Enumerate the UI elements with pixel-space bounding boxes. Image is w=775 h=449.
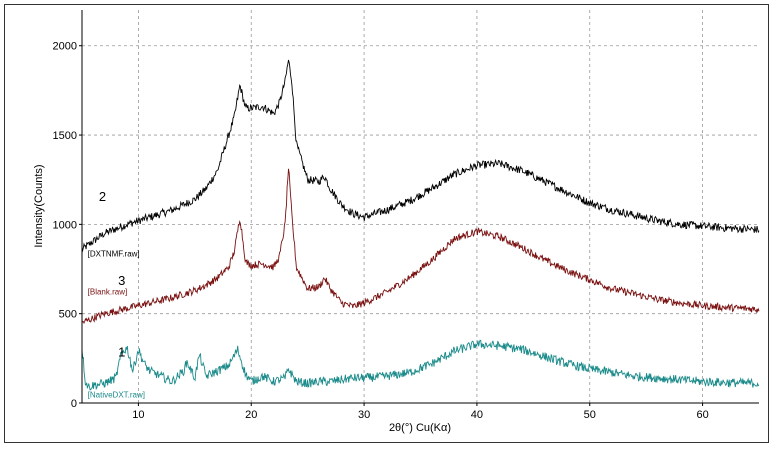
x-axis-label: 2θ(°) Cu(Kα) <box>389 422 451 434</box>
series-line-0 <box>81 59 760 253</box>
grid <box>82 10 759 403</box>
y-tick-label-2: 1000 <box>53 219 77 231</box>
y-tick-label-4: 2000 <box>53 41 77 53</box>
series-number-label-0: 2 <box>99 189 106 204</box>
series-group: [DXTNMF.raw] 2 [Blank.raw]3 [NativeDXT.raw]… <box>81 59 760 400</box>
x-tick-label-0: 10 <box>132 409 144 421</box>
x-tick-label-4: 50 <box>584 409 596 421</box>
y-tick-label-1: 500 <box>59 309 77 321</box>
x-tick-label-1: 20 <box>245 409 257 421</box>
series-name-label-0: [DXTNMF.raw] <box>88 250 140 259</box>
series-name-label-1: [Blank.raw] <box>88 287 128 296</box>
plot-area <box>82 10 759 403</box>
series-name-label-2: [NativeDXT.raw] <box>88 391 145 400</box>
x-tick-label-2: 30 <box>358 409 370 421</box>
y-axis-label: Intensity(Counts) <box>33 164 45 247</box>
y-tick-label-3: 1500 <box>53 130 77 142</box>
x-tick-label-5: 60 <box>696 409 708 421</box>
series-line-1 <box>81 168 760 325</box>
series-line-2 <box>81 339 760 391</box>
series-number-label-1: 3 <box>118 273 125 288</box>
series-number-label-2: 1 <box>118 345 125 360</box>
x-tick-label-3: 40 <box>471 409 483 421</box>
y-tick-label-0: 0 <box>71 398 77 410</box>
